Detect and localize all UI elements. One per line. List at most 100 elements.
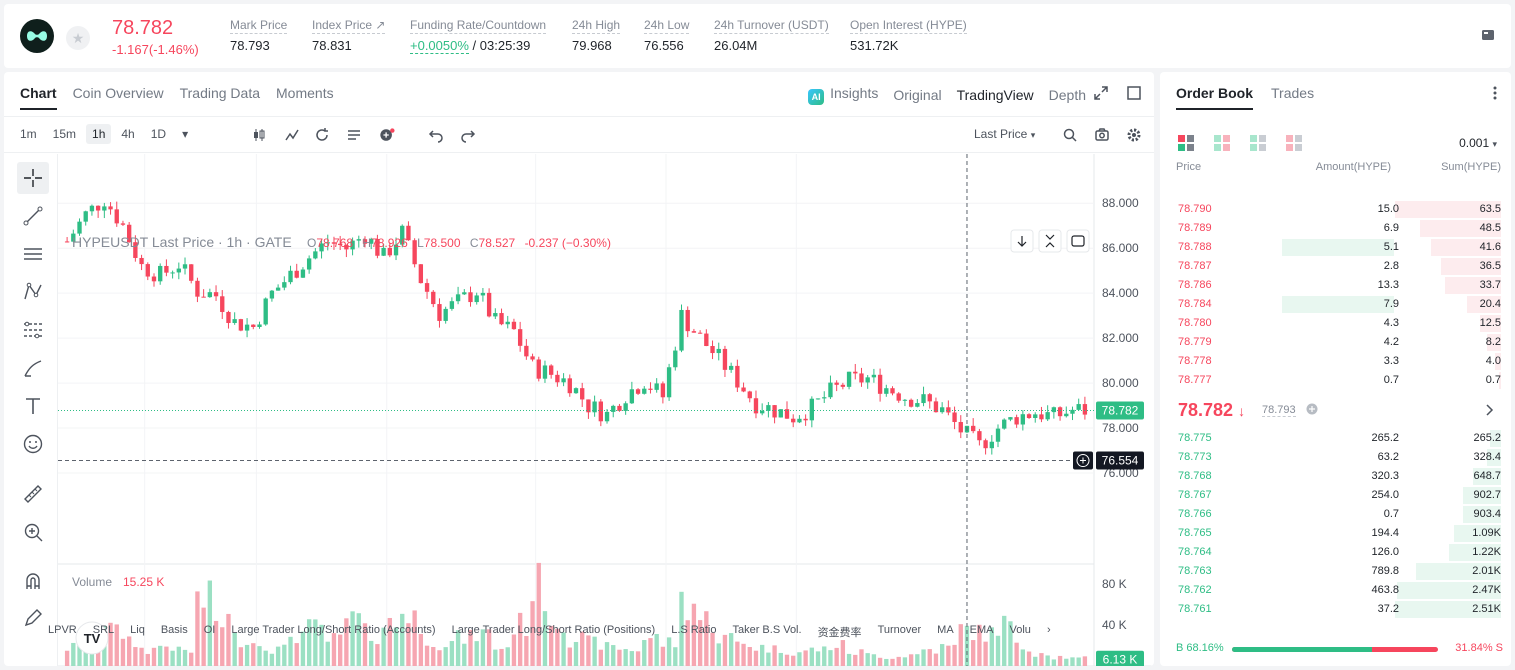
price-chart[interactable]: 88.00086.00084.00082.00080.00078.00076.0…: [58, 154, 1154, 666]
expand-icon[interactable]: [1093, 85, 1109, 101]
ask-row[interactable]: 78.778 3.3 4.0: [1160, 352, 1511, 371]
indicator-shortcut[interactable]: LPVR: [48, 624, 77, 636]
redo-icon[interactable]: [460, 127, 476, 143]
orderbook-price: 78.773: [1178, 451, 1212, 463]
text-tool-icon[interactable]: [17, 390, 49, 422]
undo-icon[interactable]: [428, 127, 444, 143]
templates-icon[interactable]: [346, 127, 362, 143]
ask-row[interactable]: 78.787 2.8 36.5: [1160, 257, 1511, 276]
indicator-shortcut[interactable]: Liq: [130, 624, 145, 636]
ask-row[interactable]: 78.779 4.2 8.2: [1160, 333, 1511, 352]
window-icon[interactable]: [1126, 85, 1142, 101]
chart-scroll-down-icon[interactable]: [1010, 229, 1034, 253]
indicator-shortcut[interactable]: Large Trader Long/Short Ratio (Accounts): [231, 624, 436, 636]
indicator-shortcut[interactable]: SRL: [92, 624, 115, 636]
more-options-icon[interactable]: [1493, 86, 1497, 100]
crosshair-tool-icon[interactable]: [17, 162, 49, 194]
tab-order-book[interactable]: Order Book: [1176, 85, 1253, 110]
indicator-shortcut[interactable]: Large Trader Long/Short Ratio (Positions…: [451, 624, 656, 636]
bid-row[interactable]: 78.762 463.8 2.47K: [1160, 581, 1511, 600]
mark-price-info-icon[interactable]: [1306, 403, 1318, 415]
ask-row[interactable]: 78.784 7.9 20.4: [1160, 295, 1511, 314]
zoom-in-icon[interactable]: [17, 516, 49, 548]
favorite-star-icon[interactable]: ★: [66, 26, 90, 50]
indicator-shortcut[interactable]: L.S Ratio: [671, 624, 717, 636]
bid-row[interactable]: 78.767 254.0 902.7: [1160, 486, 1511, 505]
view-asks-icon[interactable]: [1286, 135, 1302, 151]
ask-row[interactable]: 78.780 4.3 12.5: [1160, 314, 1511, 333]
indicator-shortcut[interactable]: MA: [937, 624, 954, 636]
interval-dropdown-icon[interactable]: ▾: [182, 127, 189, 141]
document-icon[interactable]: [1481, 28, 1495, 42]
chevron-right-icon[interactable]: [1485, 404, 1495, 416]
bid-row[interactable]: 78.763 789.8 2.01K: [1160, 562, 1511, 581]
tab-insights[interactable]: AI Insights: [808, 85, 878, 105]
settings-gear-icon[interactable]: [1126, 127, 1142, 143]
tab-tradingview[interactable]: TradingView: [956, 87, 1034, 103]
bid-row[interactable]: 78.768 320.3 648.7: [1160, 467, 1511, 486]
chart-collapse-icon[interactable]: [1038, 229, 1062, 253]
orderbook-sum: 2.51K: [1472, 603, 1501, 615]
interval-1m[interactable]: 1m: [20, 127, 37, 141]
fibonacci-tool-icon[interactable]: [17, 314, 49, 346]
candle-body: [542, 365, 548, 379]
stat-index-price[interactable]: Index Price ↗ 78.831: [312, 18, 386, 53]
horizontal-lines-tool-icon[interactable]: [17, 238, 49, 270]
funding-rate-value[interactable]: +0.0050%: [410, 38, 469, 54]
indicator-shortcut[interactable]: Taker B.S Vol.: [732, 624, 802, 636]
tab-depth[interactable]: Depth: [1048, 87, 1086, 103]
price-type-select[interactable]: Last Price ▾: [974, 127, 1036, 141]
candle-body: [288, 270, 293, 283]
tab-coin-overview[interactable]: Coin Overview: [72, 85, 164, 101]
magnet-tool-icon[interactable]: [17, 566, 49, 598]
ruler-tool-icon[interactable]: [17, 478, 49, 510]
bid-row[interactable]: 78.761 37.2 2.51K: [1160, 600, 1511, 619]
view-bids-icon[interactable]: [1250, 135, 1266, 151]
indicators-scroll-right-icon[interactable]: ›: [1046, 624, 1051, 636]
tab-chart[interactable]: Chart: [20, 85, 57, 110]
trend-line-tool-icon[interactable]: [17, 200, 49, 232]
ask-row[interactable]: 78.790 15.0 63.5: [1160, 200, 1511, 219]
chart-fullscreen-icon[interactable]: [1066, 229, 1090, 253]
indicators-icon[interactable]: [284, 127, 300, 143]
brush-tool-icon[interactable]: [17, 352, 49, 384]
volume-bar: [431, 647, 436, 666]
interval-1h[interactable]: 1h: [86, 124, 112, 144]
ask-row[interactable]: 78.788 5.1 41.6: [1160, 238, 1511, 257]
volume-bar: [921, 649, 926, 666]
precision-select[interactable]: 0.001 ▾: [1459, 136, 1497, 150]
view-split-icon[interactable]: [1214, 135, 1230, 151]
view-both-icon[interactable]: [1178, 135, 1194, 151]
tab-original[interactable]: Original: [893, 87, 942, 103]
search-icon[interactable]: [1062, 127, 1078, 143]
indicator-shortcut[interactable]: EMA: [969, 624, 994, 636]
volume-last-label: 6.13 K: [1103, 653, 1138, 666]
indicator-shortcut[interactable]: Volu: [1009, 624, 1031, 636]
interval-1d[interactable]: 1D: [150, 127, 167, 141]
indicator-shortcut[interactable]: 资金费率: [817, 627, 862, 639]
indicator-shortcut[interactable]: OI: [203, 624, 216, 636]
ask-row[interactable]: 78.786 13.3 33.7: [1160, 276, 1511, 295]
ask-row[interactable]: 78.777 0.7 0.7: [1160, 371, 1511, 390]
ask-row[interactable]: 78.789 6.9 48.5: [1160, 219, 1511, 238]
replay-icon[interactable]: [314, 127, 330, 143]
bid-row[interactable]: 78.766 0.7 903.4: [1160, 505, 1511, 524]
camera-icon[interactable]: [1094, 127, 1110, 143]
pen-tool-icon[interactable]: [17, 602, 49, 634]
tab-trading-data[interactable]: Trading Data: [179, 85, 261, 101]
bid-row[interactable]: 78.765 194.4 1.09K: [1160, 524, 1511, 543]
tab-trades[interactable]: Trades: [1271, 85, 1315, 101]
add-indicator-icon[interactable]: [379, 127, 395, 143]
indicator-shortcut[interactable]: Basis: [160, 624, 188, 636]
emoji-tool-icon[interactable]: [17, 428, 49, 460]
candle-body: [946, 407, 951, 413]
tab-moments[interactable]: Moments: [276, 85, 334, 101]
indicator-shortcut[interactable]: Turnover: [877, 624, 922, 636]
interval-4h[interactable]: 4h: [121, 127, 135, 141]
interval-15m[interactable]: 15m: [52, 127, 77, 141]
bid-row[interactable]: 78.764 126.0 1.22K: [1160, 543, 1511, 562]
pattern-tool-icon[interactable]: [17, 276, 49, 308]
bid-row[interactable]: 78.773 63.2 328.4: [1160, 448, 1511, 467]
bid-row[interactable]: 78.775 265.2 265.2: [1160, 429, 1511, 448]
candle-type-icon[interactable]: [252, 127, 268, 143]
